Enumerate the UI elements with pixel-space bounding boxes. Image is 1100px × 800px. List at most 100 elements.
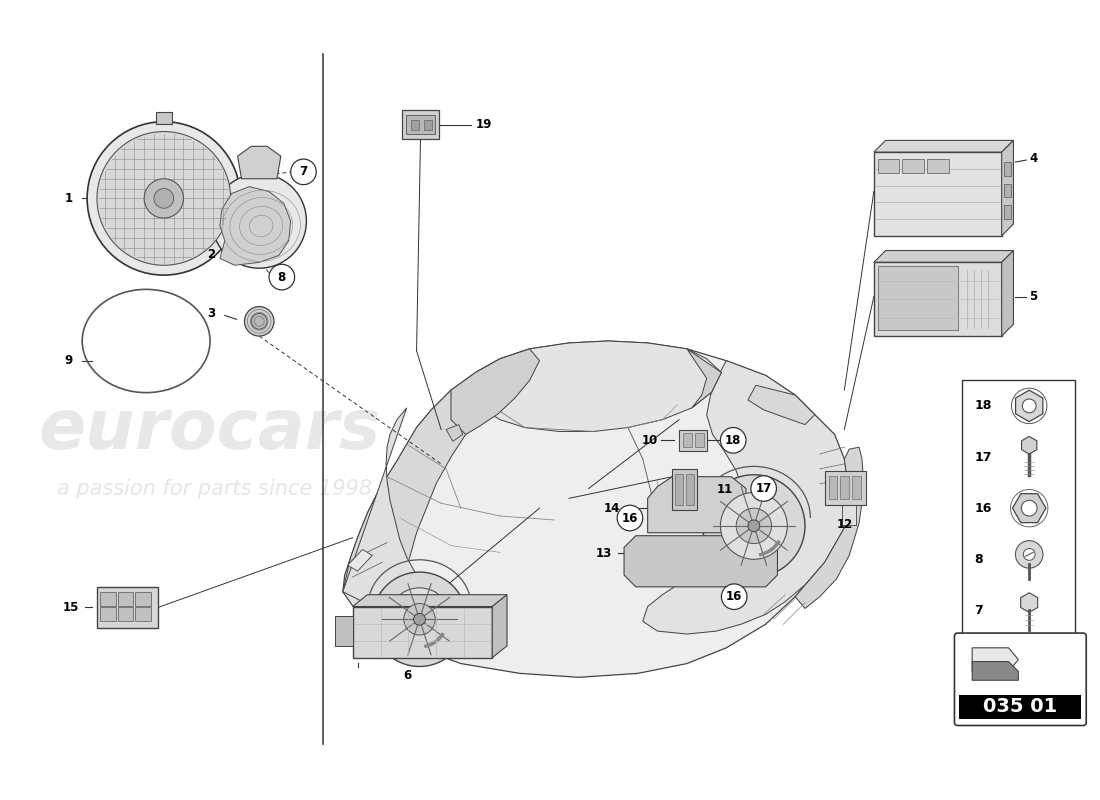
Text: 17: 17	[756, 482, 772, 495]
Polygon shape	[748, 386, 815, 425]
Polygon shape	[688, 349, 722, 408]
Text: 2: 2	[207, 248, 215, 261]
FancyBboxPatch shape	[828, 476, 837, 499]
Polygon shape	[493, 594, 507, 658]
Circle shape	[251, 314, 267, 329]
Polygon shape	[873, 250, 1013, 262]
FancyBboxPatch shape	[406, 115, 436, 134]
FancyBboxPatch shape	[683, 434, 692, 447]
Polygon shape	[471, 341, 722, 431]
Polygon shape	[1002, 250, 1013, 336]
Text: 7: 7	[975, 604, 983, 617]
Polygon shape	[1002, 140, 1013, 236]
Circle shape	[270, 264, 295, 290]
FancyBboxPatch shape	[334, 616, 353, 646]
Circle shape	[388, 588, 451, 650]
FancyBboxPatch shape	[959, 695, 1081, 718]
Polygon shape	[972, 662, 1019, 680]
Text: 15: 15	[63, 601, 79, 614]
Polygon shape	[873, 140, 1013, 152]
FancyBboxPatch shape	[402, 110, 439, 139]
Polygon shape	[343, 390, 475, 614]
Text: 5: 5	[1030, 290, 1037, 303]
Polygon shape	[343, 408, 455, 654]
FancyBboxPatch shape	[353, 606, 493, 658]
Text: 11: 11	[716, 483, 733, 496]
Polygon shape	[624, 536, 778, 587]
Text: a passion for parts since 1998: a passion for parts since 1998	[57, 478, 373, 498]
Circle shape	[414, 614, 426, 625]
Text: 16: 16	[975, 502, 991, 514]
Polygon shape	[642, 361, 849, 634]
Text: 16: 16	[621, 511, 638, 525]
Circle shape	[748, 520, 760, 532]
Text: 3: 3	[207, 307, 215, 320]
FancyBboxPatch shape	[852, 476, 861, 499]
Polygon shape	[447, 425, 463, 442]
Polygon shape	[343, 341, 849, 678]
Polygon shape	[220, 186, 290, 266]
FancyBboxPatch shape	[100, 607, 116, 622]
Circle shape	[1022, 399, 1036, 413]
Circle shape	[404, 603, 436, 635]
FancyBboxPatch shape	[962, 380, 1076, 636]
Circle shape	[720, 493, 788, 559]
Circle shape	[617, 506, 642, 530]
Text: 14: 14	[604, 502, 620, 514]
Circle shape	[212, 174, 307, 268]
FancyBboxPatch shape	[425, 120, 432, 130]
Text: 035 01: 035 01	[983, 698, 1057, 716]
Polygon shape	[353, 594, 507, 606]
Circle shape	[722, 584, 747, 610]
FancyBboxPatch shape	[843, 490, 856, 525]
FancyBboxPatch shape	[1003, 184, 1012, 198]
FancyBboxPatch shape	[118, 607, 133, 622]
FancyBboxPatch shape	[840, 476, 849, 499]
Circle shape	[1021, 500, 1037, 516]
FancyBboxPatch shape	[878, 266, 958, 330]
Circle shape	[372, 572, 466, 666]
Text: 9: 9	[64, 354, 73, 367]
FancyBboxPatch shape	[675, 474, 683, 506]
Text: 7: 7	[299, 166, 308, 178]
Polygon shape	[451, 349, 539, 434]
Polygon shape	[238, 146, 280, 178]
FancyBboxPatch shape	[1003, 162, 1012, 176]
Polygon shape	[648, 477, 746, 533]
Text: 4: 4	[1030, 151, 1037, 165]
Polygon shape	[348, 550, 372, 571]
FancyBboxPatch shape	[118, 592, 133, 606]
Circle shape	[87, 122, 241, 275]
FancyBboxPatch shape	[695, 434, 704, 447]
Text: 6: 6	[404, 669, 411, 682]
Text: eurocars: eurocars	[39, 396, 382, 463]
FancyBboxPatch shape	[100, 592, 116, 606]
Text: 10: 10	[641, 434, 658, 447]
FancyBboxPatch shape	[672, 469, 696, 510]
Circle shape	[703, 474, 805, 577]
Text: 18: 18	[975, 399, 991, 413]
FancyBboxPatch shape	[927, 159, 948, 173]
Circle shape	[244, 306, 274, 336]
Circle shape	[144, 178, 184, 218]
FancyBboxPatch shape	[873, 262, 1002, 336]
Text: 8: 8	[975, 553, 982, 566]
Text: 16: 16	[726, 590, 742, 603]
FancyBboxPatch shape	[686, 474, 694, 506]
FancyBboxPatch shape	[410, 120, 418, 130]
Text: 12: 12	[837, 518, 854, 531]
Text: 18: 18	[725, 434, 741, 447]
Polygon shape	[972, 648, 1019, 671]
FancyBboxPatch shape	[135, 592, 151, 606]
Text: 17: 17	[975, 450, 991, 463]
FancyBboxPatch shape	[156, 112, 172, 124]
FancyBboxPatch shape	[97, 587, 158, 628]
Circle shape	[97, 131, 231, 266]
Circle shape	[1015, 541, 1043, 568]
FancyBboxPatch shape	[902, 159, 924, 173]
Circle shape	[720, 427, 746, 453]
Circle shape	[1023, 549, 1035, 560]
Polygon shape	[795, 447, 864, 609]
FancyBboxPatch shape	[135, 607, 151, 622]
FancyBboxPatch shape	[878, 159, 900, 173]
